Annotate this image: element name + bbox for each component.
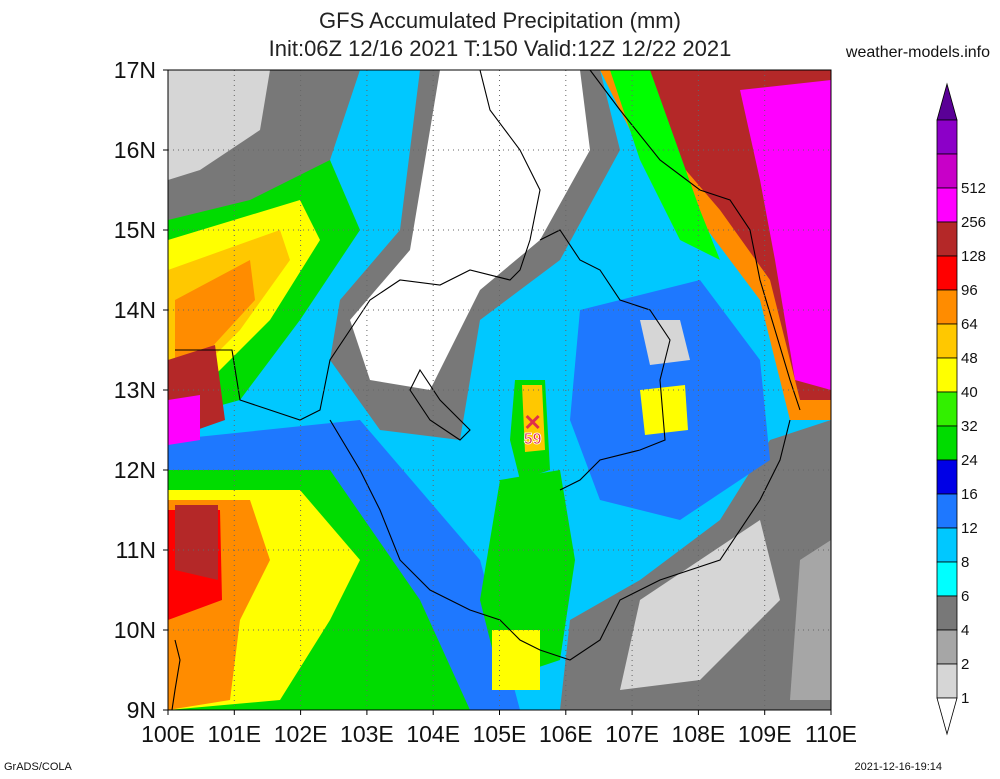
precip-zone-central-dry — [350, 70, 590, 390]
lon-tick-label: 105E — [473, 721, 527, 747]
max-marker: 59 — [523, 414, 542, 448]
legend-level-label: 48 — [961, 350, 978, 367]
legend-swatch — [936, 289, 958, 325]
credit-label: GrADS/COLA — [4, 761, 72, 773]
legend-level-label: 1 — [961, 690, 969, 707]
max-marker-x-icon — [525, 414, 540, 430]
legend-swatch — [936, 629, 958, 665]
legend-swatch — [936, 187, 958, 223]
lat-tick-label: 15N — [114, 217, 156, 243]
lat-tick-label: 16N — [114, 137, 156, 163]
lon-axis: 100E 101E 102E 103E 104E 105E 106E 107E 108E 109E… — [141, 710, 857, 747]
legend-swatch — [936, 459, 958, 495]
lat-axis: 17N 16N 15N 14N 13N 12N 11N 10N 9N — [114, 57, 168, 723]
legend-level-label: 256 — [961, 214, 986, 231]
precip-zone-nw-orange — [175, 260, 255, 370]
tonle-sap-lake — [409, 368, 471, 441]
grid — [168, 70, 831, 710]
precip-zone-nw-magenta — [168, 395, 200, 445]
legend-swatch — [936, 221, 958, 257]
legend-level-label: 4 — [961, 622, 969, 639]
site-label: weather-models.info — [845, 44, 990, 61]
precip-zone-south-yellow — [492, 630, 540, 690]
border-laos-cambodia — [539, 229, 671, 491]
precip-zone-core-green — [480, 470, 575, 680]
legend-swatch — [936, 323, 958, 359]
lon-tick-label: 102E — [274, 721, 328, 747]
lon-tick-label: 109E — [738, 721, 792, 747]
legend-level-label: 96 — [961, 282, 978, 299]
legend-level-label: 24 — [961, 452, 978, 469]
legend-swatch — [936, 561, 958, 597]
lon-tick-label: 101E — [207, 721, 261, 747]
coast-southwest — [171, 639, 181, 710]
precip-zone-ne-green — [610, 70, 720, 260]
legend-swatch — [936, 119, 958, 155]
lat-tick-label: 12N — [114, 457, 156, 483]
precip-zone-core-max — [522, 385, 545, 452]
border-thai-laos — [175, 70, 541, 421]
max-marker-label: 59 — [524, 431, 542, 448]
chart-subtitle: Init:06Z 12/16 2021 T:150 Valid:12Z 12/2… — [268, 36, 732, 61]
lat-tick-label: 11N — [116, 537, 157, 563]
legend-level-label: 128 — [961, 248, 986, 265]
legend-swatch — [936, 493, 958, 529]
legend-swatch — [936, 153, 958, 189]
lat-tick-label: 10N — [114, 617, 156, 643]
legend-level-label: 512 — [961, 180, 986, 197]
chart-title: GFS Accumulated Precipitation (mm) — [319, 8, 681, 33]
legend-level-label: 40 — [961, 384, 978, 401]
legend-swatch — [936, 527, 958, 563]
legend-level-label: 8 — [961, 554, 969, 571]
precip-zone-sea-light — [620, 520, 780, 690]
lon-tick-label: 104E — [406, 721, 460, 747]
legend-level-label: 6 — [961, 588, 969, 605]
legend-level-label: 64 — [961, 316, 978, 333]
precip-zone-nw-light — [168, 70, 270, 180]
legend-swatch — [936, 425, 958, 461]
lon-tick-label: 110E — [805, 721, 857, 747]
coastlines — [171, 70, 801, 710]
lon-tick-label: 107E — [605, 721, 659, 747]
legend-cap-top — [936, 82, 958, 121]
precip-zone-east-yellow — [640, 385, 688, 435]
legend-swatch — [936, 663, 958, 699]
legend-swatch — [936, 255, 958, 291]
legend-swatch — [936, 391, 958, 427]
precip-zone-east-light — [640, 320, 690, 365]
lon-tick-label: 106E — [539, 721, 593, 747]
lon-tick-label: 103E — [340, 721, 394, 747]
legend-cap-bottom — [936, 697, 958, 736]
lon-tick-label: 100E — [141, 721, 195, 747]
coast-east — [589, 70, 801, 411]
border-vietnam-coast — [329, 419, 791, 661]
legend-level-label: 16 — [961, 486, 978, 503]
legend-swatch — [936, 357, 958, 393]
lat-tick-label: 17N — [114, 57, 156, 83]
legend-swatch — [936, 595, 958, 631]
precip-zone-sea-mid — [790, 540, 831, 700]
legend-level-label: 32 — [961, 418, 978, 435]
legend-level-label: 2 — [961, 656, 969, 673]
legend-level-label: 12 — [961, 520, 978, 537]
precip-zone-ne-magenta — [740, 80, 831, 390]
lon-tick-label: 108E — [672, 721, 726, 747]
lat-tick-label: 14N — [114, 297, 156, 323]
lat-tick-label: 9N — [127, 697, 156, 723]
timestamp-label: 2021-12-16-19:14 — [854, 761, 942, 773]
lat-tick-label: 13N — [114, 377, 156, 403]
precip-zone-sw-darkred — [175, 505, 218, 580]
